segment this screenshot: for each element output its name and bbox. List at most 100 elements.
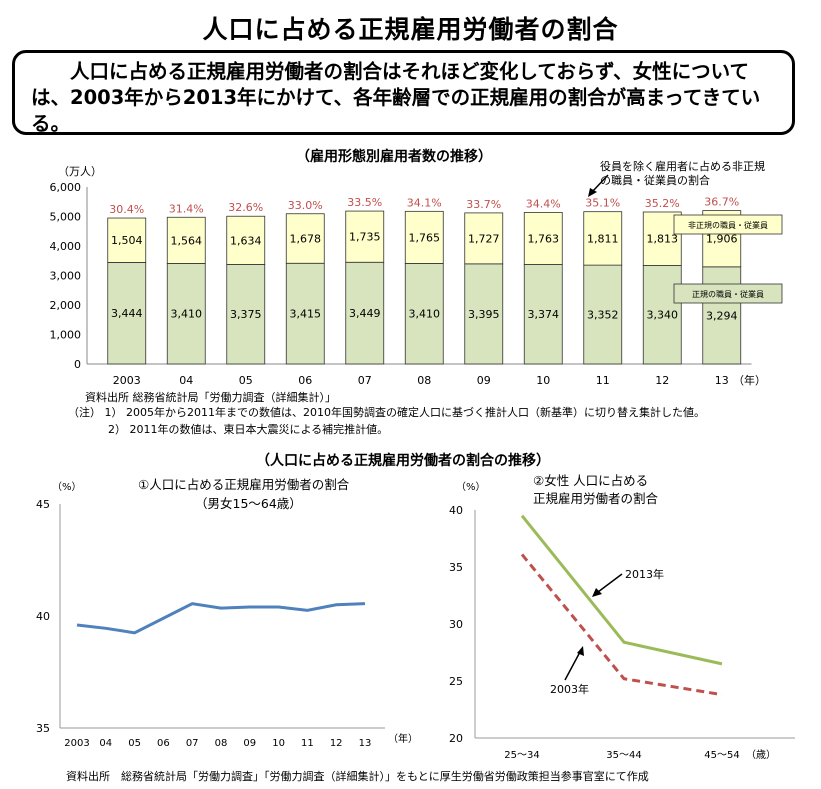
line1-x-tick: 07	[186, 738, 199, 749]
bar-x-tick: 05	[239, 374, 253, 387]
line2-series-1	[520, 553, 723, 697]
bar-ratio-label: 34.1%	[407, 196, 442, 209]
line1-x-tick: 11	[301, 738, 314, 749]
ratio-annotation: 役員を除く雇用者に占める非正規の職員・従業員の割合	[600, 160, 765, 187]
bar-nonregular	[345, 210, 385, 263]
bar-x-tick: 07	[358, 374, 372, 387]
line1-x-tick: 06	[157, 738, 170, 749]
line1-x-tick: 2003	[64, 738, 89, 749]
bar-y-tick: 3,000	[50, 270, 82, 283]
bar-x-unit: （年）	[733, 373, 766, 387]
bar-nonregular-label: 1,504	[111, 234, 143, 247]
line1-x-tick: 05	[128, 738, 141, 749]
bar-nonregular-label: 1,564	[171, 234, 203, 247]
line1-x-tick: 13	[359, 738, 372, 749]
bar-regular-label: 3,340	[647, 309, 679, 322]
line2-label-2013: 2013年	[625, 567, 664, 581]
line2-x-tick: 25～34	[504, 750, 539, 761]
bar-x-tick: 06	[298, 374, 312, 387]
line2-series-0	[520, 514, 723, 666]
bar-x-tick: 2003	[113, 374, 141, 387]
bar-chart: 0 1,000 2,000 3,000 4,000 5,000 6,000 3,444 1,50…	[50, 174, 783, 387]
line2-y-tick: 35	[449, 561, 463, 574]
bar-y-tick: 0	[74, 358, 81, 371]
line-chart-1-subtitle: （男女15～64歳）	[195, 496, 302, 511]
line2-x-unit: （歳）	[746, 749, 776, 761]
bar-regular	[345, 261, 385, 365]
bar-ratio-label: 33.5%	[347, 196, 382, 209]
annotation-arrowhead	[588, 188, 597, 197]
bar-nonregular	[523, 212, 563, 265]
bar-regular-label: 3,444	[111, 307, 143, 320]
line-chart-2-subtitle: 正規雇用労働者の割合	[533, 491, 659, 506]
bar-regular	[285, 262, 325, 365]
bar-y-tick: 2,000	[50, 299, 82, 312]
legend-regular-box	[673, 283, 783, 304]
bar-nonregular-label: 1,765	[409, 231, 441, 244]
bar-chart-note-1: （注） 1） 2005年から2011年までの数値は、2010年国勢調査の確定人口…	[68, 406, 705, 419]
line1-y-tick: 45	[36, 498, 50, 511]
bar-regular	[702, 266, 742, 365]
bar-chart-note-2: 2） 2011年の数値は、東日本大震災による補完推計値。	[108, 423, 389, 436]
line-chart-1: （%） 35 40 45 2003 04 05 06 07 08 09 10 11 12 13 （年）	[36, 481, 418, 749]
legend-nonregular-label: 非正規の職員・従業員	[688, 220, 768, 230]
line1-x-unit: （年）	[388, 732, 418, 745]
bar-nonregular	[583, 211, 623, 266]
bar-regular-label: 3,374	[528, 308, 560, 321]
bar-chart-ylabel: （万人）	[58, 165, 102, 178]
bar-regular-label: 3,352	[587, 309, 619, 322]
bar-regular	[404, 263, 444, 365]
bar-nonregular	[226, 215, 266, 265]
bar-nonregular-label: 1,727	[468, 232, 500, 245]
bar-chart-title: （雇用形態別雇用者数の推移）	[296, 149, 492, 165]
page-title: 人口に占める正規雇用労働者の割合	[202, 15, 619, 44]
bar-ratio-label: 33.0%	[288, 199, 323, 212]
bar-chart-source: 資料出所 総務省統計局「労働力調査（詳細集計）」	[85, 391, 336, 404]
bar-nonregular	[404, 210, 444, 264]
bar-ratio-label: 32.6%	[228, 201, 263, 214]
bar-x-tick: 13	[715, 374, 729, 387]
line2-y-tick: 25	[449, 675, 463, 688]
bar-nonregular	[464, 212, 504, 265]
legend-regular-label: 正規の職員・従業員	[692, 289, 764, 299]
line2-arrowhead-2003	[577, 646, 584, 656]
bar-regular	[107, 262, 147, 365]
bar-regular-label: 3,410	[171, 308, 203, 321]
bar-regular-label: 3,375	[230, 308, 262, 321]
line1-x-tick: 09	[243, 738, 256, 749]
line1-y-tick: 35	[36, 722, 50, 735]
summary-box: 人口に占める正規雇用労働者の割合はそれほど変化しておらず、女性については、200…	[12, 50, 795, 135]
line1-x-tick: 10	[272, 738, 285, 749]
line2-x-tick: 35～44	[606, 750, 641, 761]
bar-regular	[464, 263, 504, 365]
bar-nonregular-label: 1,906	[706, 233, 738, 246]
line1-x-tick: 12	[330, 738, 343, 749]
bar-regular	[642, 265, 682, 365]
bar-nonregular-label: 1,678	[290, 233, 322, 246]
bar-nonregular	[166, 216, 206, 264]
section2-title: （人口に占める正規雇用労働者の割合の推移）	[256, 453, 550, 469]
bar-regular	[523, 264, 563, 365]
line-chart-2: （%） 20 25 30 35 40 25～34 35～44 45～54 （歳） 2013年 2003…	[449, 481, 795, 761]
line-chart-2-title: ②女性 人口に占める	[533, 473, 649, 488]
bar-y-tick: 4,000	[50, 240, 82, 253]
bar-x-tick: 04	[179, 374, 193, 387]
bar-nonregular-label: 1,811	[587, 232, 619, 245]
bar-y-tick: 1,000	[50, 329, 82, 342]
bar-x-tick: 09	[477, 374, 491, 387]
bar-regular-label: 3,395	[468, 308, 500, 321]
footer-source: 資料出所 総務省統計局「労働力調査」「労働力調査（詳細集計）」をもとに厚生労働省…	[66, 770, 649, 783]
legend-nonregular-box	[673, 214, 783, 235]
line1-x-tick: 08	[215, 738, 228, 749]
bar-ratio-label: 30.4%	[109, 203, 144, 216]
bar-y-tick: 5,000	[50, 211, 82, 224]
bar-regular	[226, 264, 266, 365]
bar-x-tick: 08	[417, 374, 431, 387]
annotation-arrow	[591, 174, 609, 193]
bar-y-tick: 6,000	[50, 181, 82, 194]
bar-nonregular-label: 1,813	[647, 233, 679, 246]
bar-nonregular	[285, 213, 325, 264]
bar-nonregular-label: 1,763	[528, 232, 560, 245]
line2-arrow-2003	[564, 651, 581, 681]
bar-nonregular	[107, 217, 147, 263]
